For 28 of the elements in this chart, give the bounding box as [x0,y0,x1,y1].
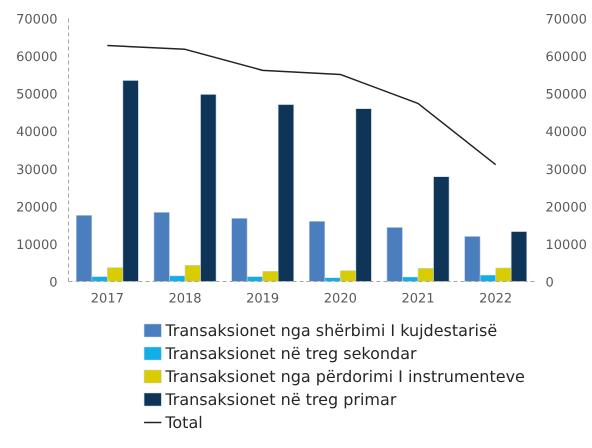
legend-label: Transaksionet në treg sekondar [164,344,418,363]
x-tick-label: 2019 [246,292,280,306]
legend-label: Transaksionet nga përdorimi I instrumenteve [164,367,525,386]
legend-label: Total [164,413,203,432]
x-tick-label: 2021 [401,292,435,306]
y2-tick-label: 30000 [546,162,587,178]
y-tick-label: 20000 [16,200,58,216]
x-tick-label: 2022 [479,292,512,306]
y-tick-label: 40000 [16,125,58,140]
y2-tick-label: 0 [546,276,554,290]
y2-tick-label: 60000 [546,50,587,66]
y2-tick-label: 50000 [546,88,587,103]
y-tick-label: 50000 [16,88,58,103]
y2-tick-label: 70000 [546,12,587,28]
y2-tick-label: 20000 [546,200,587,216]
y2-tick-label: 10000 [546,238,587,253]
y-tick-label: 0 [49,276,58,290]
y-tick-label: 30000 [16,162,58,178]
line-series [106,44,496,166]
y2-tick-label: 40000 [546,125,587,140]
legend-label: Transaksionet në treg primar [164,390,397,409]
legend-label: Transaksionet nga shërbimi I kujdestarisë [164,321,498,340]
x-tick-label: 2017 [90,292,124,306]
x-tick-label: 2020 [324,292,357,306]
y-tick-label: 70000 [16,12,58,28]
y-tick-label: 60000 [16,50,58,66]
x-tick-label: 2018 [168,292,202,306]
y-tick-label: 10000 [16,238,58,253]
